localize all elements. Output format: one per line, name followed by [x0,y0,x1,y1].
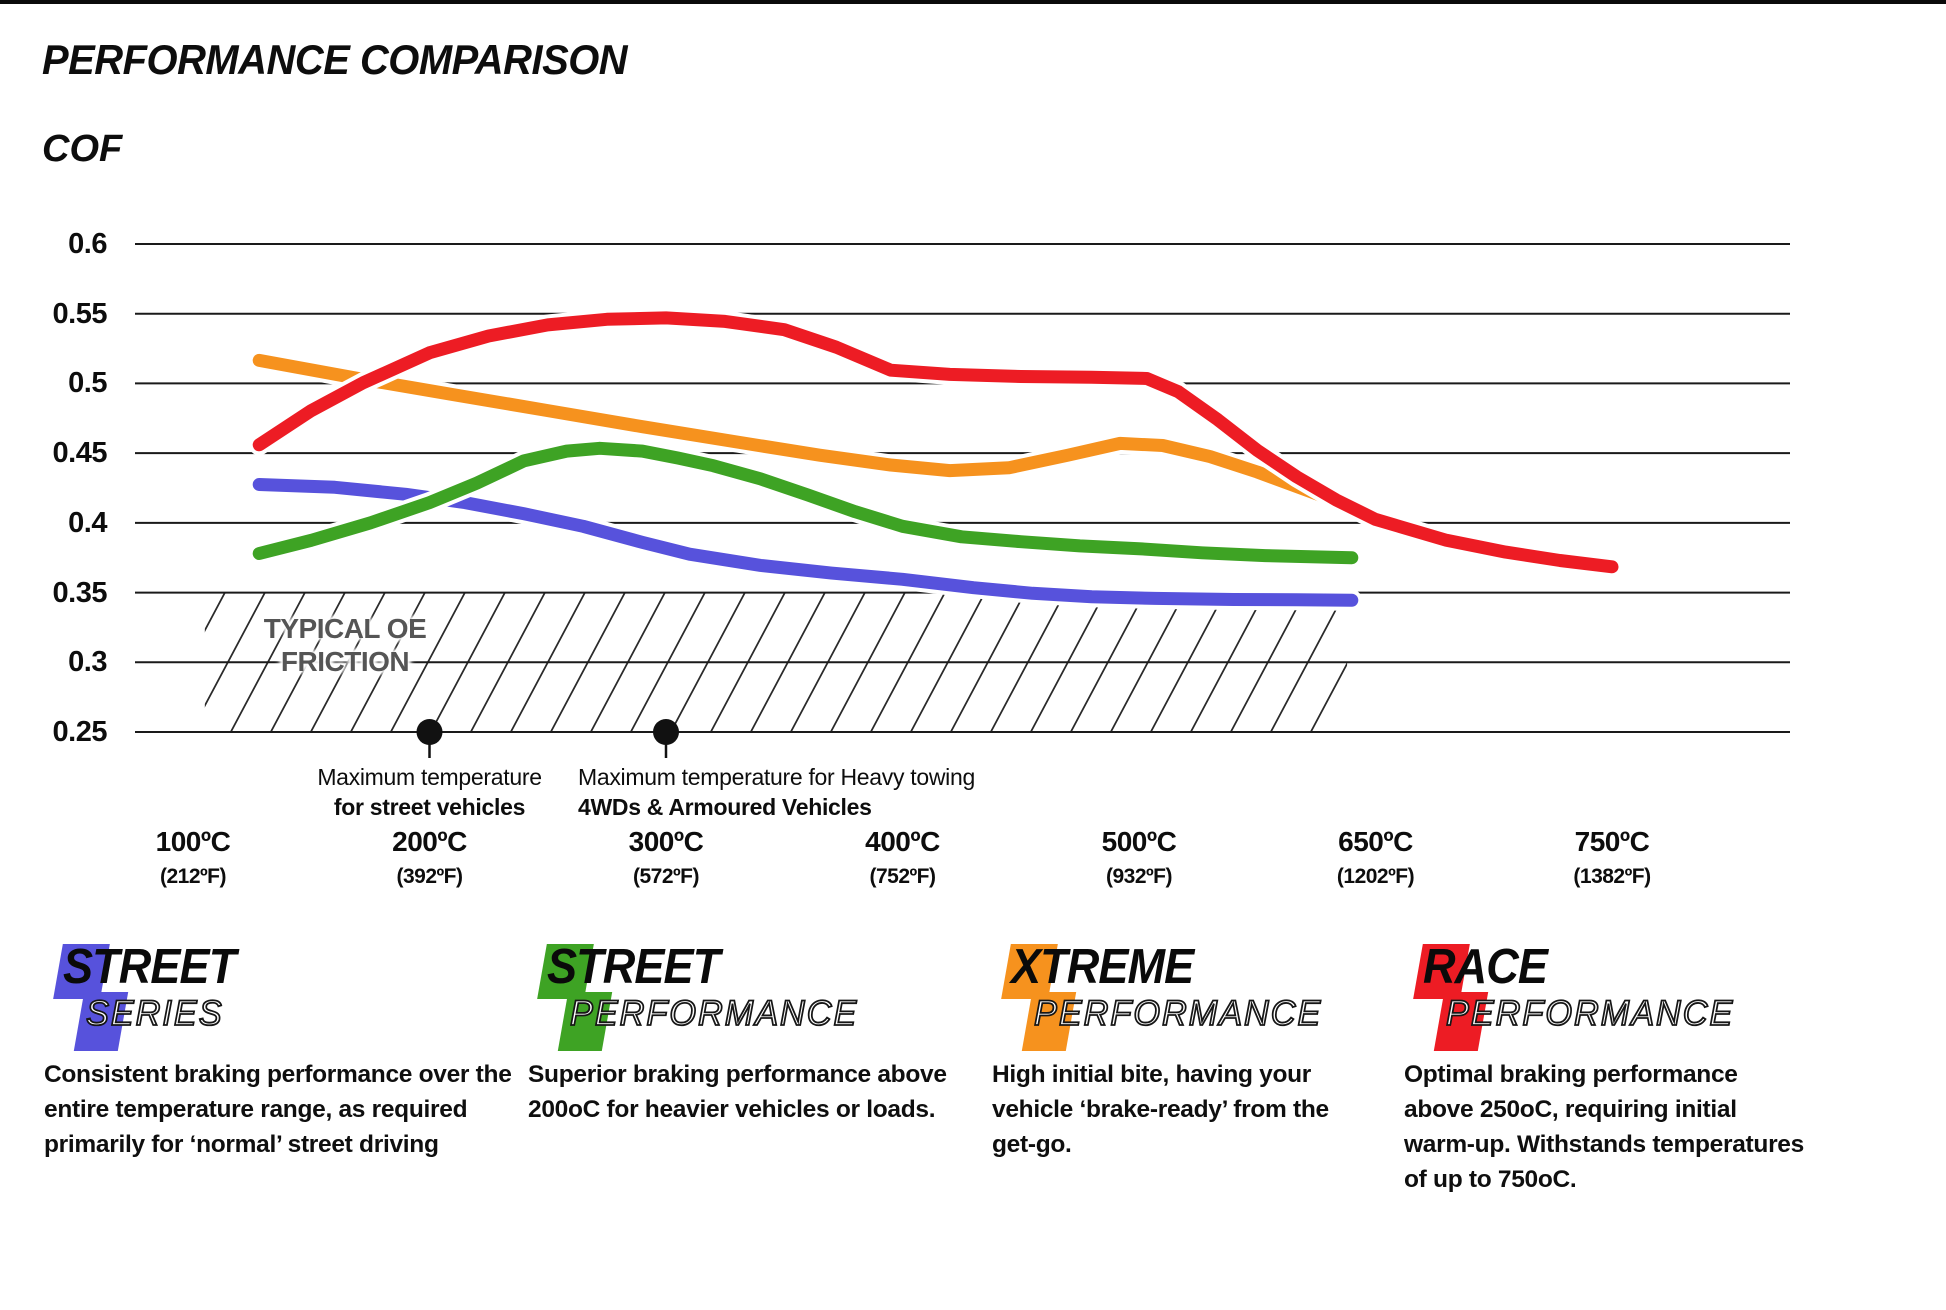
logo-word1: RACE [1423,940,1548,994]
logo-word2: SERIES [85,993,224,1034]
legend-description: Superior braking performance above 200oC… [528,1061,947,1123]
logo-word1: XTREME [1011,940,1194,994]
top-border-bar [0,0,1946,4]
logo-word2: PERFORMANCE [1033,993,1323,1034]
y-axis-title: COF [42,128,123,170]
logo-word2: PERFORMANCE [1445,993,1735,1034]
chart-shapes [135,242,1790,758]
legend-description: Optimal braking performance above 250oC,… [1404,1061,1804,1193]
legend-description: High initial bite, having your vehicle ‘… [992,1061,1329,1158]
page-title: PERFORMANCE COMPARISON [42,36,628,83]
logo-word1: STREET [63,940,236,994]
legend-description: Consistent braking performance over the … [44,1061,512,1158]
logo-word2: PERFORMANCE [569,993,859,1034]
logo-word1: STREET [547,940,720,994]
